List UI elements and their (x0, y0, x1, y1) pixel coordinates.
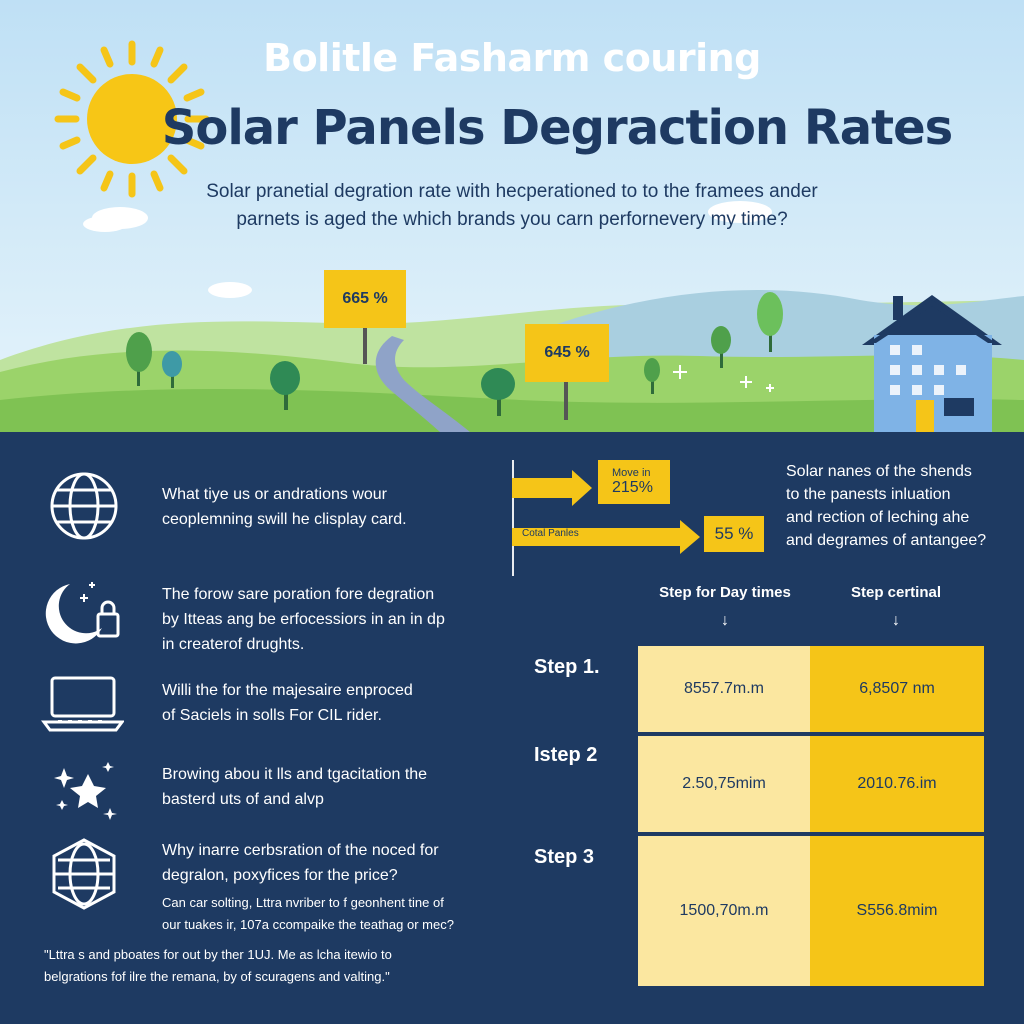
arrow-value: 215% (612, 479, 653, 496)
arrow-label: Move in (612, 467, 651, 479)
page-subtitle: Solar pranetial degration rate with hecp… (0, 178, 1024, 234)
subtitle-line: Solar pranetial degration rate with hecp… (206, 181, 818, 202)
table-row-label: Step 1. (534, 656, 600, 678)
arrow-tag: Cotal Panles (522, 528, 579, 539)
table-cell: 8557.7m.m (638, 646, 810, 732)
house-icon (862, 295, 1002, 432)
side-description-line: to the panests inluation (786, 486, 951, 503)
footnote: "Lttra s and pboates for out by ther 1UJ… (44, 944, 484, 988)
footnote: Can car solting, Lttra nvriber to f geon… (162, 892, 522, 936)
list-item-text: degralon, poxyfices for the price? (162, 867, 398, 884)
side-description-line: Solar nanes of the shends (786, 463, 972, 480)
percentage-sign: 665 % (324, 270, 406, 328)
side-description-line: and degrames of antangee? (786, 532, 987, 549)
arrow-right-icon (512, 520, 700, 554)
hero-scene: Bolitle Fasharm couring Solar Panels Deg… (0, 0, 1024, 432)
moon-icon (45, 582, 120, 644)
list-item-text: Browing abou it lls and tgacitation the (162, 766, 428, 783)
subtitle-line: parnets is aged the which brands you car… (236, 209, 788, 230)
footnote-line: Can car solting, Lttra nvriber to f geon… (162, 895, 444, 910)
arrow-right-icon (512, 470, 592, 506)
percentage-sign: 645 % (525, 324, 609, 382)
list-item-text: Willi the for the majesaire enproced (162, 682, 413, 699)
list-item-text: by Itteas ang be erfocessiors in an in d… (162, 611, 445, 628)
table-column-header: Step for Day times (659, 584, 791, 601)
laptop-icon (41, 676, 124, 732)
list-item-text: of Saciels in solls For CIL rider. (162, 707, 382, 724)
table-column-header: Step certinal (850, 584, 942, 601)
globe-icon (52, 838, 116, 910)
side-description-line: and rection of leching ahe (786, 509, 970, 526)
arrow-value: 55 % (704, 516, 764, 552)
footnote-line: "Lttra s and pboates for out by ther 1UJ… (44, 947, 392, 962)
arrow-down-icon: ↓ (892, 612, 900, 629)
arrow-down-icon: ↓ (721, 612, 729, 629)
sun-icon (54, 40, 210, 198)
table-cell: 2.50,75mim (638, 736, 810, 832)
list-item-text: ceoplemning swill he clisplay card. (162, 511, 407, 528)
table-cell: S556.8mim (810, 836, 984, 986)
cloud-icon (83, 201, 772, 298)
list-item-text: in createrof drughts. (162, 636, 305, 653)
table-cell: 2010.76.im (810, 736, 984, 832)
divider (512, 460, 514, 576)
kicker-heading: Bolitle Fasharm couring (263, 36, 761, 80)
arrow-label-box: Move in 215% (598, 460, 670, 504)
globe-icon (50, 472, 118, 540)
list-item-text: basterd uts of and alvp (162, 791, 324, 808)
sparkle-icon (673, 365, 774, 392)
page-title: Solar Panels Degraction Rates (161, 100, 953, 156)
landscape-illustration (0, 0, 1024, 432)
table-cell: 1500,70m.m (638, 836, 810, 986)
table-row-label: Step 3 (534, 846, 595, 868)
footnote-line: our tuakes ir, 107a ccompaike the teatha… (162, 917, 454, 932)
side-description: Solar nanes of the shends to the panests… (786, 460, 1016, 552)
list-item-text: Why inarre cerbsration of the noced for (162, 842, 439, 859)
sparkle-icon (54, 762, 117, 820)
tree-icon (126, 292, 783, 416)
footnote-line: belgrations fof ilre the remana, by of s… (44, 969, 390, 984)
table-cell: 6,8507 nm (810, 646, 984, 732)
list-item-text: What tiye us or andrations wour (162, 486, 387, 503)
list-item-text: The forow sare poration fore degration (162, 586, 435, 603)
table-row-label: Istep 2 (534, 744, 598, 766)
